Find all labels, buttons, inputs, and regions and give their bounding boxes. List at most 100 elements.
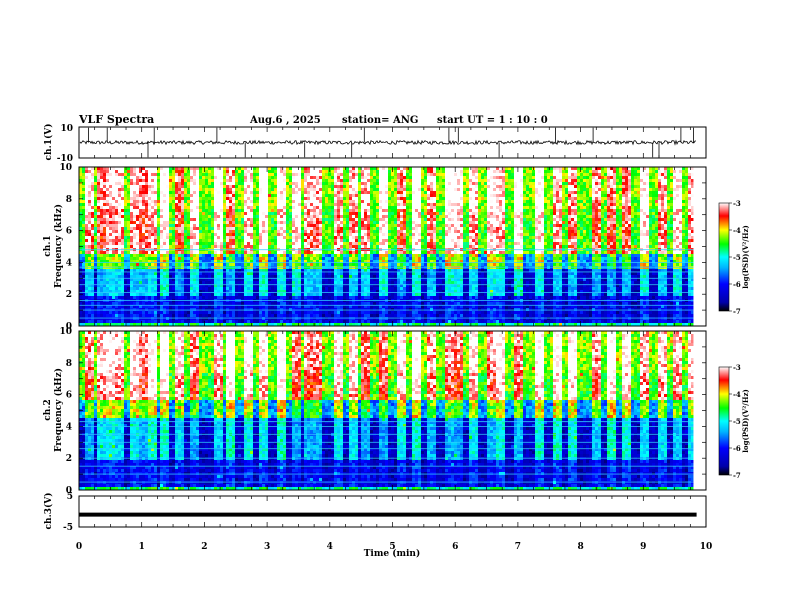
spectrogram-cell [106,278,110,282]
spectrogram-cell [145,170,149,174]
spectrogram-cell [94,206,98,210]
spectrogram-cell [313,209,317,213]
spectrogram-cell [271,302,275,306]
spectrogram-cell [244,167,248,171]
spectrogram-cell [301,296,305,300]
spectrogram-cell [166,200,170,204]
spectrogram-cell [160,215,164,219]
spectrogram-cell [172,272,176,276]
spectrogram-cell [310,185,314,189]
spectrogram-cell [148,293,152,297]
spectrogram-cell [151,191,155,195]
spectrogram-cell [292,257,296,261]
spectrogram-cell [184,290,188,294]
spectrogram-cell [163,239,167,243]
spectrogram-cell [223,218,227,222]
ch1-spectrogram-heatmap [79,167,706,326]
spectrogram-cell [295,275,299,279]
spectrogram-cell [292,305,296,309]
spectrogram-cell [310,245,314,249]
spectrogram-cell [307,212,311,216]
spectrogram-cell [331,290,335,294]
spectrogram-cell [241,242,245,246]
spectrogram-cell [193,233,197,237]
spectrogram-cell [115,179,119,183]
spectrogram-cell [289,212,293,216]
spectrogram-cell [127,287,131,291]
spectrogram-cell [136,317,140,321]
spectrogram-cell [319,233,323,237]
spectrogram-cell [283,167,287,171]
spectrogram-cell [232,197,236,201]
spectrogram-cell [175,185,179,189]
spectrogram-cell [232,314,236,318]
spectrogram-cell [109,245,113,249]
spectrogram-cell [295,224,299,228]
spectrogram-cell [112,278,116,282]
spectrogram-cell [163,284,167,288]
spectrogram-cell [85,230,89,234]
spectrogram-cell [226,293,230,297]
spectrogram-cell [133,320,137,324]
spectrogram-cell [82,239,86,243]
spectrogram-cell [277,257,281,261]
spectrogram-cell [112,314,116,318]
spectrogram-cell [157,254,161,258]
spectrogram-cell [166,323,170,326]
spectrogram-cell [178,167,182,171]
spectrogram-cell [166,281,170,285]
spectrogram-cell [190,173,194,177]
spectrogram-cell [223,176,227,180]
spectrogram-cell [115,257,119,261]
spectrogram-cell [307,218,311,222]
spectrogram-cell [190,212,194,216]
spectrogram-cell [325,284,329,288]
spectrogram-cell [283,260,287,264]
spectrogram-cell [292,278,296,282]
spectrogram-cell [163,311,167,315]
spectrogram-cell [154,185,158,189]
spectrogram-cell [292,311,296,315]
spectrogram-cell [253,167,257,171]
spectrogram-cell [130,185,134,189]
spectrogram-cell [229,185,233,189]
spectrogram-cell [244,242,248,246]
spectrogram-cell [94,215,98,219]
spectrogram-cell [103,293,107,297]
spectrogram-cell [115,227,119,231]
spectrogram-cell [313,323,317,326]
spectrogram-cell [169,215,173,219]
spectrogram-cell [343,176,347,180]
spectrogram-cell [304,167,308,171]
spectrogram-cell [235,245,239,249]
spectrogram-cell [241,233,245,237]
spectrogram-cell [100,314,104,318]
spectrogram-cell [169,269,173,273]
spectrogram-cell [88,167,92,171]
spectrogram-cell [322,242,326,246]
spectrogram-cell [352,311,356,315]
spectrogram-cell [91,167,95,171]
spectrogram-cell [115,266,119,270]
spectrogram-cell [124,179,128,183]
spectrogram-cell [169,272,173,276]
spectrogram-cell [289,254,293,258]
spectrogram-cell [97,320,101,324]
spectrogram-cell [199,311,203,315]
spectrogram-cell [85,182,89,186]
spectrogram-cell [181,296,185,300]
spectrogram-cell [178,269,182,273]
spectrogram-cell [196,179,200,183]
spectrogram-cell [190,203,194,207]
spectrogram-cell [271,173,275,177]
spectrogram-cell [349,206,353,210]
spectrogram-cell [199,176,203,180]
spectrogram-cell [346,227,350,231]
spectrogram-cell [208,173,212,177]
spectrogram-cell [175,287,179,291]
spectrogram-cell [298,200,302,204]
spectrogram-cell [166,293,170,297]
spectrogram-cell [244,206,248,210]
spectrogram-cell [91,320,95,324]
spectrogram-cell [337,269,341,273]
